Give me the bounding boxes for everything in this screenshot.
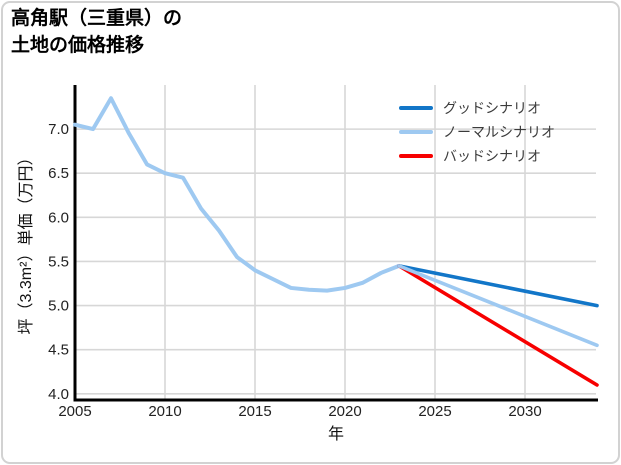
x-tick-label-2025: 2025 (418, 403, 451, 420)
x-tick-label-2005: 2005 (58, 403, 91, 420)
legend-label-bad: バッドシナリオ (443, 148, 541, 164)
x-tick-label-2010: 2010 (148, 403, 181, 420)
y-tick-label-5: 5.0 (48, 298, 69, 315)
x-tick-label-2020: 2020 (328, 403, 361, 420)
x-tick-label-2015: 2015 (238, 403, 271, 420)
x-tick-label-2030: 2030 (508, 403, 541, 420)
y-tick-label-6: 6.0 (48, 209, 69, 226)
chart-title-line1: 高角駅（三重県）の (11, 8, 183, 29)
legend-label-normal: ノーマルシナリオ (443, 124, 555, 140)
series-historical-line (73, 96, 401, 293)
x-axis-label: 年 (327, 426, 344, 443)
y-tick-label-6.5: 6.5 (48, 165, 69, 182)
series-normal-line (397, 264, 599, 348)
y-tick-label-4.5: 4.5 (48, 342, 69, 359)
legend-item-bad: バッドシナリオ (399, 144, 555, 168)
chart-title-line2: 土地の価格推移 (11, 35, 145, 56)
chart-legend: グッドシナリオ ノーマルシナリオ バッドシナリオ (399, 96, 555, 168)
chart-title: 高角駅（三重県）の 土地の価格推移 (11, 5, 182, 59)
y-tick-label-7: 7.0 (48, 121, 69, 138)
y-tick-label-4: 4.0 (48, 386, 69, 403)
legend-label-good: グッドシナリオ (443, 100, 541, 116)
bad-scenario-line-swatch (399, 154, 433, 158)
series-good-line (397, 264, 599, 308)
good-scenario-line-swatch (399, 106, 433, 110)
legend-item-good: グッドシナリオ (399, 96, 555, 120)
series-bad-line (397, 264, 599, 387)
normal-scenario-line-swatch (399, 130, 433, 134)
legend-item-normal: ノーマルシナリオ (399, 120, 555, 144)
y-tick-label-5.5: 5.5 (48, 253, 69, 270)
y-axis-label: 坪（3.3m²）単価（万円） (18, 149, 35, 335)
